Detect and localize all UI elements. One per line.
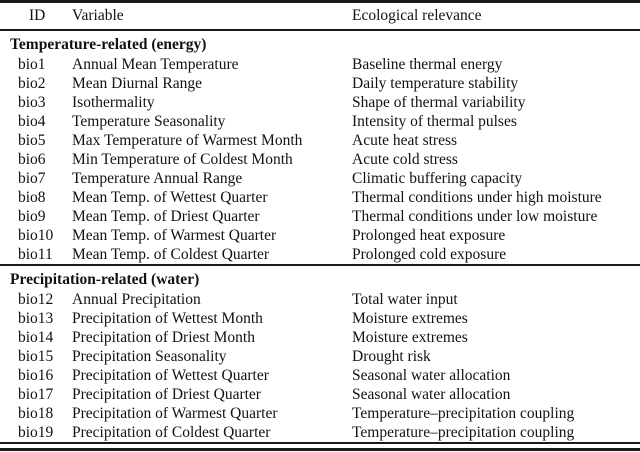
cell-ecological-relevance: Daily temperature stability: [352, 74, 519, 92]
cell-id: bio9: [18, 207, 46, 225]
cell-variable: Min Temperature of Coldest Month: [72, 150, 293, 168]
table-row: bio2 Mean Diurnal Range Daily temperature …: [0, 74, 640, 93]
table-body: Temperature-related (energy) bio1 Annual M…: [0, 31, 640, 442]
cell-variable: Annual Precipitation: [72, 290, 201, 308]
table-top-rule: [0, 0, 640, 3]
cell-id: bio15: [18, 347, 54, 365]
cell-ecological-relevance: Drought risk: [352, 347, 431, 365]
cell-ecological-relevance: Total water input: [352, 290, 458, 308]
cell-ecological-relevance: Temperature–precipitation coupling: [352, 423, 575, 441]
cell-ecological-relevance: Acute heat stress: [352, 131, 458, 149]
bottom-rule-thin: [0, 442, 640, 444]
cell-variable: Mean Temp. of Warmest Quarter: [72, 226, 277, 244]
cell-ecological-relevance: Acute cold stress: [352, 150, 458, 168]
cell-id: bio5: [18, 131, 46, 149]
cell-id: bio2: [18, 74, 46, 92]
cell-id: bio6: [18, 150, 46, 168]
cell-id: bio18: [18, 404, 54, 422]
cell-ecological-relevance: Temperature–precipitation coupling: [352, 404, 575, 422]
cell-ecological-relevance: Shape of thermal variability: [352, 93, 526, 111]
table-row: bio6 Min Temperature of Coldest Month Acut…: [0, 150, 640, 169]
cell-variable: Max Temperature of Warmest Month: [72, 131, 303, 149]
cell-ecological-relevance: Seasonal water allocation: [352, 385, 511, 403]
cell-variable: Mean Temp. of Coldest Quarter: [72, 245, 270, 263]
table-row: bio10 Mean Temp. of Warmest Quarter Prolon…: [0, 226, 640, 245]
section-divider-rule: [0, 264, 640, 266]
cell-variable: Temperature Annual Range: [72, 169, 243, 187]
table-row: bio1 Annual Mean Temperature Baseline ther…: [0, 55, 640, 74]
cell-ecological-relevance: Thermal conditions under low moisture: [352, 207, 598, 225]
section-title: Precipitation-related (water): [10, 271, 200, 288]
cell-variable: Precipitation of Warmest Quarter: [72, 404, 278, 422]
cell-variable: Precipitation of Coldest Quarter: [72, 423, 271, 441]
cell-id: bio17: [18, 385, 54, 403]
cell-variable: Isothermality: [72, 93, 155, 111]
cell-id: bio14: [18, 328, 54, 346]
cell-id: bio1: [18, 55, 46, 73]
cell-variable: Temperature Seasonality: [72, 112, 226, 130]
cell-ecological-relevance: Thermal conditions under high moisture: [352, 188, 602, 206]
cell-id: bio4: [18, 112, 46, 130]
cell-id: bio3: [18, 93, 46, 111]
section-title: Temperature-related (energy): [10, 36, 207, 53]
table-row: bio16 Precipitation of Wettest Quarter Sea…: [0, 366, 640, 385]
header-divider-rule: [0, 29, 640, 31]
table-row: bio14 Precipitation of Driest Month Moistu…: [0, 328, 640, 347]
cell-id: bio11: [18, 245, 53, 263]
cell-ecological-relevance: Baseline thermal energy: [352, 55, 503, 73]
cell-id: bio10: [18, 226, 54, 244]
table-header-row: ID Variable Ecological relevance: [0, 3, 640, 29]
cell-variable: Precipitation of Wettest Month: [72, 309, 263, 327]
cell-id: bio12: [18, 290, 54, 308]
cell-ecological-relevance: Moisture extremes: [352, 328, 468, 346]
table-row: bio13 Precipitation of Wettest Month Moist…: [0, 309, 640, 328]
cell-variable: Precipitation of Wettest Quarter: [72, 366, 269, 384]
table-row: bio19 Precipitation of Coldest Quarter Tem…: [0, 423, 640, 442]
cell-variable: Precipitation of Driest Month: [72, 328, 255, 346]
cell-ecological-relevance: Moisture extremes: [352, 309, 468, 327]
cell-ecological-relevance: Prolonged cold exposure: [352, 245, 507, 263]
table-row: bio9 Mean Temp. of Driest Quarter Thermal …: [0, 207, 640, 226]
cell-ecological-relevance: Climatic buffering capacity: [352, 169, 523, 187]
column-header-id: ID: [29, 7, 46, 24]
cell-variable: Mean Diurnal Range: [72, 74, 202, 92]
cell-id: bio13: [18, 309, 54, 327]
cell-id: bio16: [18, 366, 54, 384]
table-row: bio3 Isothermality Shape of thermal variab…: [0, 93, 640, 112]
cell-variable: Precipitation Seasonality: [72, 347, 227, 365]
cell-id: bio19: [18, 423, 54, 441]
column-header-variable: Variable: [72, 7, 124, 24]
table-row: bio8 Mean Temp. of Wettest Quarter Thermal…: [0, 188, 640, 207]
cell-variable: Mean Temp. of Driest Quarter: [72, 207, 260, 225]
cell-id: bio7: [18, 169, 46, 187]
table-row: bio7 Temperature Annual Range Climatic buf…: [0, 169, 640, 188]
table-row: bio11 Mean Temp. of Coldest Quarter Prolon…: [0, 245, 640, 264]
cell-variable: Precipitation of Driest Quarter: [72, 385, 261, 403]
column-header-ecological-relevance: Ecological relevance: [352, 7, 482, 24]
table-row: bio4 Temperature Seasonality Intensity of …: [0, 112, 640, 131]
table-row: bio15 Precipitation Seasonality Drought ri…: [0, 347, 640, 366]
cell-id: bio8: [18, 188, 46, 206]
bottom-rule-thick: [0, 448, 640, 451]
table-row: bio17 Precipitation of Driest Quarter Seas…: [0, 385, 640, 404]
cell-ecological-relevance: Seasonal water allocation: [352, 366, 511, 384]
cell-ecological-relevance: Prolonged heat exposure: [352, 226, 506, 244]
table-row: bio18 Precipitation of Warmest Quarter Tem…: [0, 404, 640, 423]
table-row: bio12 Annual Precipitation Total water inp…: [0, 290, 640, 309]
cell-ecological-relevance: Intensity of thermal pulses: [352, 112, 517, 130]
table-row: bio5 Max Temperature of Warmest Month Acut…: [0, 131, 640, 150]
cell-variable: Mean Temp. of Wettest Quarter: [72, 188, 268, 206]
cell-variable: Annual Mean Temperature: [72, 55, 239, 73]
